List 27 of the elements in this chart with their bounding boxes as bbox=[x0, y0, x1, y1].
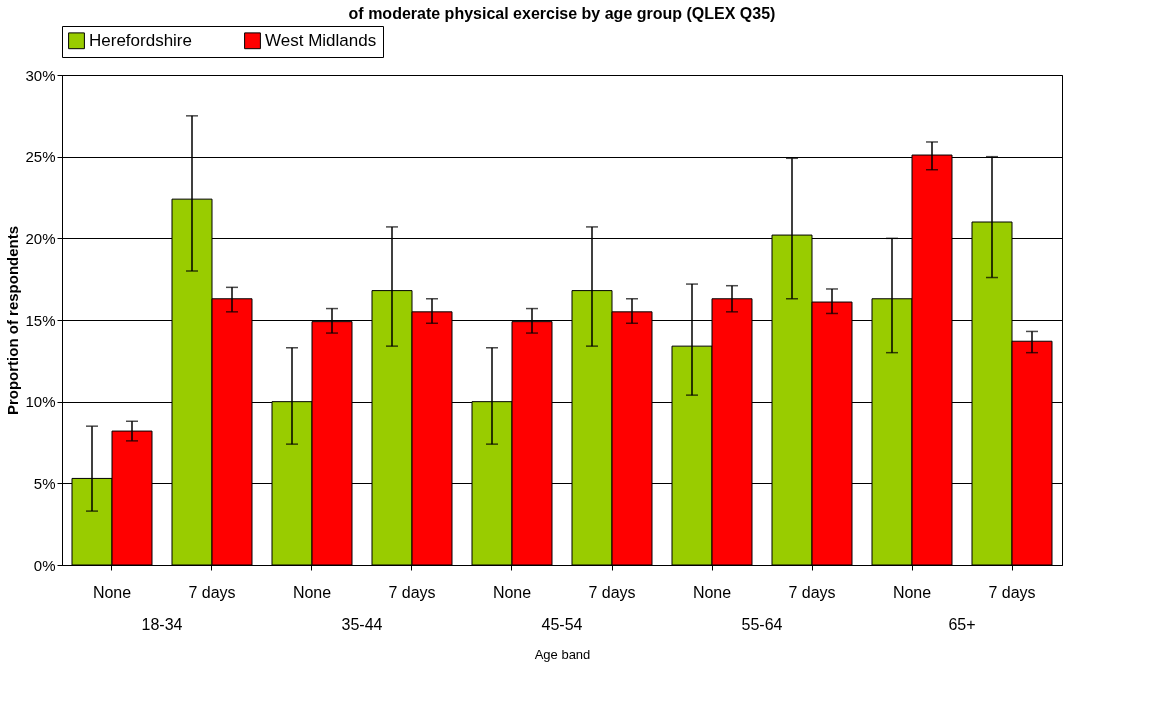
y-tick-label: 10% bbox=[25, 393, 56, 411]
x-tick-label: None bbox=[92, 583, 132, 601]
text: 18-34 bbox=[141, 616, 183, 633]
x-tick-label: 7 days bbox=[788, 583, 836, 601]
x-tick-label: None bbox=[492, 583, 532, 601]
y-tick-label: 0% bbox=[33, 556, 56, 574]
x-tick-label: 7 days bbox=[188, 583, 236, 601]
legend-label: West Midlands bbox=[265, 30, 377, 50]
x-tick-label: 7 days bbox=[588, 583, 636, 601]
x-axis-title: Age band bbox=[534, 646, 591, 662]
chart-title: of moderate physical exercise by age group (QLEX Q35) bbox=[348, 4, 776, 22]
y-tick-label: 25% bbox=[25, 148, 56, 166]
x-tick-label: 7 days bbox=[388, 583, 436, 601]
x-tick-label: None bbox=[892, 583, 932, 601]
x-tick-label: None bbox=[292, 583, 332, 601]
text: 45-54 bbox=[541, 616, 583, 633]
x-tick-label: 7 days bbox=[988, 583, 1036, 601]
y-tick-label: 15% bbox=[25, 311, 56, 329]
text: 65+ bbox=[948, 616, 976, 633]
x-tick-label: None bbox=[692, 583, 732, 601]
y-tick-label: 20% bbox=[25, 229, 56, 247]
y-tick-label: 30% bbox=[25, 66, 56, 84]
text: 35-44 bbox=[341, 616, 383, 633]
y-tick-label: 5% bbox=[33, 474, 56, 492]
text: 55-64 bbox=[741, 616, 783, 633]
y-axis-title: Proportion of respondents bbox=[4, 225, 22, 416]
legend-label: Herefordshire bbox=[89, 30, 192, 50]
